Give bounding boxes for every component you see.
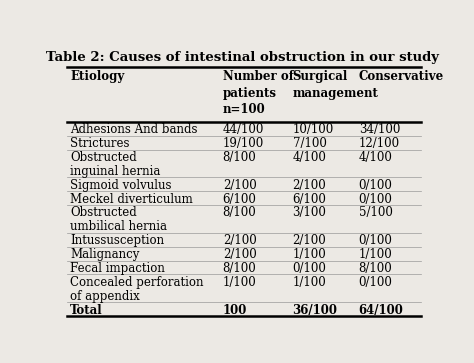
Text: Meckel diverticulum: Meckel diverticulum: [70, 193, 193, 205]
Text: Obstructed: Obstructed: [70, 151, 137, 164]
Text: 2/100: 2/100: [292, 179, 326, 192]
Text: 2/100: 2/100: [223, 248, 256, 261]
Text: Number of
patients
n=100: Number of patients n=100: [223, 70, 293, 116]
Text: 0/100: 0/100: [292, 262, 327, 275]
Text: 0/100: 0/100: [359, 179, 392, 192]
Text: 100: 100: [223, 303, 247, 317]
Text: 8/100: 8/100: [359, 262, 392, 275]
Text: 64/100: 64/100: [359, 303, 403, 317]
Text: Obstructed: Obstructed: [70, 207, 137, 220]
Text: 10/100: 10/100: [292, 123, 334, 136]
Text: 1/100: 1/100: [359, 248, 392, 261]
Text: 1/100: 1/100: [223, 276, 256, 289]
Text: of appendix: of appendix: [70, 290, 140, 303]
Text: 6/100: 6/100: [223, 193, 256, 205]
Text: 8/100: 8/100: [223, 207, 256, 220]
Text: 36/100: 36/100: [292, 303, 337, 317]
Text: 1/100: 1/100: [292, 248, 326, 261]
Text: Malignancy: Malignancy: [70, 248, 140, 261]
Text: 19/100: 19/100: [223, 137, 264, 150]
Text: Intussusception: Intussusception: [70, 234, 164, 247]
Text: Table 2: Causes of intestinal obstruction in our study: Table 2: Causes of intestinal obstructio…: [46, 50, 439, 64]
Text: umbilical hernia: umbilical hernia: [70, 220, 167, 233]
Text: 5/100: 5/100: [359, 207, 392, 220]
Text: Concealed perforation: Concealed perforation: [70, 276, 204, 289]
Text: 7/100: 7/100: [292, 137, 327, 150]
Text: Sigmoid volvulus: Sigmoid volvulus: [70, 179, 172, 192]
Text: inguinal hernia: inguinal hernia: [70, 165, 161, 178]
Text: 0/100: 0/100: [359, 234, 392, 247]
Text: 6/100: 6/100: [292, 193, 327, 205]
Text: 1/100: 1/100: [292, 276, 326, 289]
Text: Fecal impaction: Fecal impaction: [70, 262, 165, 275]
Text: 2/100: 2/100: [292, 234, 326, 247]
Text: 2/100: 2/100: [223, 179, 256, 192]
Text: Strictures: Strictures: [70, 137, 130, 150]
Text: 0/100: 0/100: [359, 276, 392, 289]
Text: Conservative: Conservative: [359, 70, 444, 83]
Text: 8/100: 8/100: [223, 151, 256, 164]
Text: 3/100: 3/100: [292, 207, 327, 220]
Text: 44/100: 44/100: [223, 123, 264, 136]
Text: 8/100: 8/100: [223, 262, 256, 275]
Text: 34/100: 34/100: [359, 123, 400, 136]
Text: Surgical
management: Surgical management: [292, 70, 378, 99]
Text: Total: Total: [70, 303, 103, 317]
Text: 2/100: 2/100: [223, 234, 256, 247]
Text: 0/100: 0/100: [359, 193, 392, 205]
Text: 12/100: 12/100: [359, 137, 400, 150]
Text: 4/100: 4/100: [292, 151, 327, 164]
Text: Etiology: Etiology: [70, 70, 125, 83]
Text: 4/100: 4/100: [359, 151, 392, 164]
Text: Adhesions And bands: Adhesions And bands: [70, 123, 198, 136]
